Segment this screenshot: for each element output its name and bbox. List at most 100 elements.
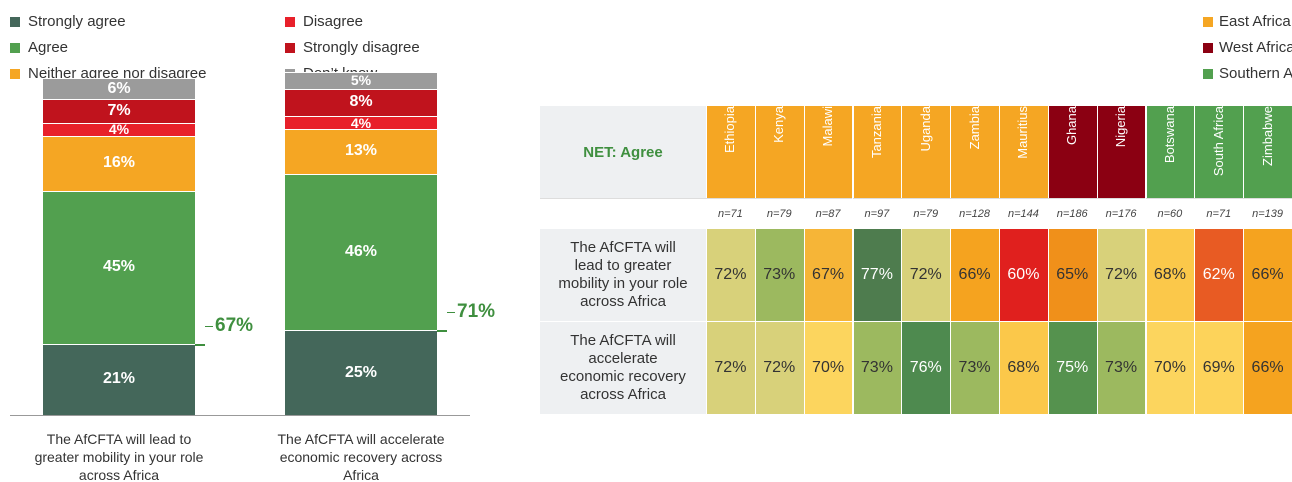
bar-label: 16%	[102, 154, 136, 172]
legend-swatch	[1203, 43, 1213, 53]
heat-cell	[950, 228, 999, 321]
column-header: Ghana	[1064, 106, 1080, 146]
bar-segment	[285, 115, 437, 130]
sample-size: n=71	[1194, 198, 1244, 228]
column-header: Tanzania	[868, 106, 884, 159]
bar-segment	[285, 173, 437, 330]
cell-label: 60%	[1007, 265, 1040, 283]
net-tick	[447, 312, 455, 313]
x-tick-label: The AfCFTA will accelerate economic reco…	[277, 431, 445, 482]
bar-label: 6%	[107, 79, 131, 97]
cell-label: 70%	[1153, 358, 1186, 376]
cell-label: 72%	[1105, 265, 1138, 283]
sample-size: n=79	[754, 198, 804, 228]
heat-cell	[950, 321, 999, 414]
bar-label: 45%	[102, 258, 136, 276]
cell-label: 73%	[958, 358, 991, 376]
cell-label: 73%	[860, 358, 893, 376]
legend-label: Neither agree nor disagree	[28, 65, 207, 82]
heat-cell	[1243, 321, 1292, 414]
bar-segment	[285, 129, 437, 174]
row-label: The AfCFTA will lead to greater mobility…	[540, 228, 706, 321]
sample-size: n=186	[1047, 198, 1097, 228]
heat-cell	[706, 228, 755, 321]
legend-swatch	[285, 17, 295, 27]
heat-cell	[901, 321, 951, 414]
column-header-bg	[754, 106, 804, 198]
column-header: Nigeria	[1113, 106, 1129, 148]
legend-swatch	[1203, 69, 1213, 79]
legend-label: Strongly disagree	[303, 39, 420, 56]
column-header: South Africa	[1210, 106, 1226, 177]
cell-label: 62%	[1202, 265, 1235, 283]
column-header: Zambia	[966, 106, 982, 150]
cell-label: 70%	[812, 358, 845, 376]
column-header-bg	[1194, 106, 1244, 198]
sample-size: n=97	[852, 198, 902, 228]
heat-cell	[803, 228, 853, 321]
heat-cell	[901, 228, 951, 321]
cell-label: 66%	[1251, 265, 1284, 283]
header-cell: NET: Agree	[540, 106, 706, 198]
legend-label: East Africa	[1219, 13, 1291, 30]
heat-cell	[1145, 321, 1195, 414]
bar-label: 5%	[350, 72, 372, 89]
column-header: Zimbabwe	[1259, 106, 1275, 166]
column-header: Mauritius	[1015, 106, 1031, 159]
heat-cell	[1243, 228, 1292, 321]
cell-label: 65%	[1056, 265, 1089, 283]
column-header-bg	[706, 106, 755, 198]
column-header-bg	[1145, 106, 1195, 198]
n-row-bg	[540, 198, 706, 228]
sample-size: n=87	[803, 198, 853, 228]
cell-label: 72%	[714, 358, 747, 376]
sample-size: n=128	[950, 198, 999, 228]
bar-segment	[285, 88, 437, 116]
baseline	[10, 415, 470, 416]
cell-label: 68%	[1007, 358, 1040, 376]
column-header-bg	[1047, 106, 1097, 198]
heat-cell	[852, 321, 902, 414]
heat-cell	[706, 321, 755, 414]
column-header-bg	[999, 106, 1048, 198]
column-header: Uganda	[917, 106, 933, 152]
column-header-bg	[852, 106, 902, 198]
heat-cell	[999, 228, 1048, 321]
net-tick	[205, 325, 213, 327]
bar-label: 46%	[344, 242, 378, 260]
legend-label: Southern Africa	[1219, 65, 1292, 82]
column-header-bg	[950, 106, 999, 198]
cell-label: 72%	[909, 265, 942, 283]
legend-swatch	[1203, 17, 1213, 27]
cell-label: 72%	[714, 265, 747, 283]
bar-segment	[43, 122, 195, 137]
cell-label: 68%	[1153, 265, 1186, 283]
bar-label: 4%	[350, 114, 372, 131]
heat-cell	[754, 321, 804, 414]
legend-swatch	[10, 43, 20, 53]
net-label: 67%	[215, 314, 254, 336]
bar-segment	[285, 330, 437, 415]
sample-size: n=79	[901, 198, 951, 228]
bar-segment	[43, 136, 195, 191]
heat-cell	[999, 321, 1048, 414]
sample-size: n=139	[1243, 198, 1292, 228]
heat-cell	[852, 228, 902, 321]
heat-cell	[1194, 228, 1244, 321]
bar-segment	[43, 98, 195, 123]
legend-label: Agree	[28, 39, 69, 56]
bar-label: 7%	[107, 101, 131, 119]
column-header: Ethiopia	[722, 106, 738, 153]
column-header-bg	[1243, 106, 1292, 198]
cell-label: 73%	[1105, 358, 1138, 376]
column-header-bg	[1096, 106, 1146, 198]
bar-segment	[43, 190, 195, 344]
cell-label: 69%	[1202, 358, 1235, 376]
cell-label: 66%	[958, 265, 991, 283]
column-header-bg	[803, 106, 853, 198]
cell-label: 75%	[1056, 358, 1089, 376]
bar-label: 4%	[108, 121, 130, 138]
legend-label: West Africa	[1219, 39, 1292, 56]
bar-label: 13%	[344, 142, 378, 160]
